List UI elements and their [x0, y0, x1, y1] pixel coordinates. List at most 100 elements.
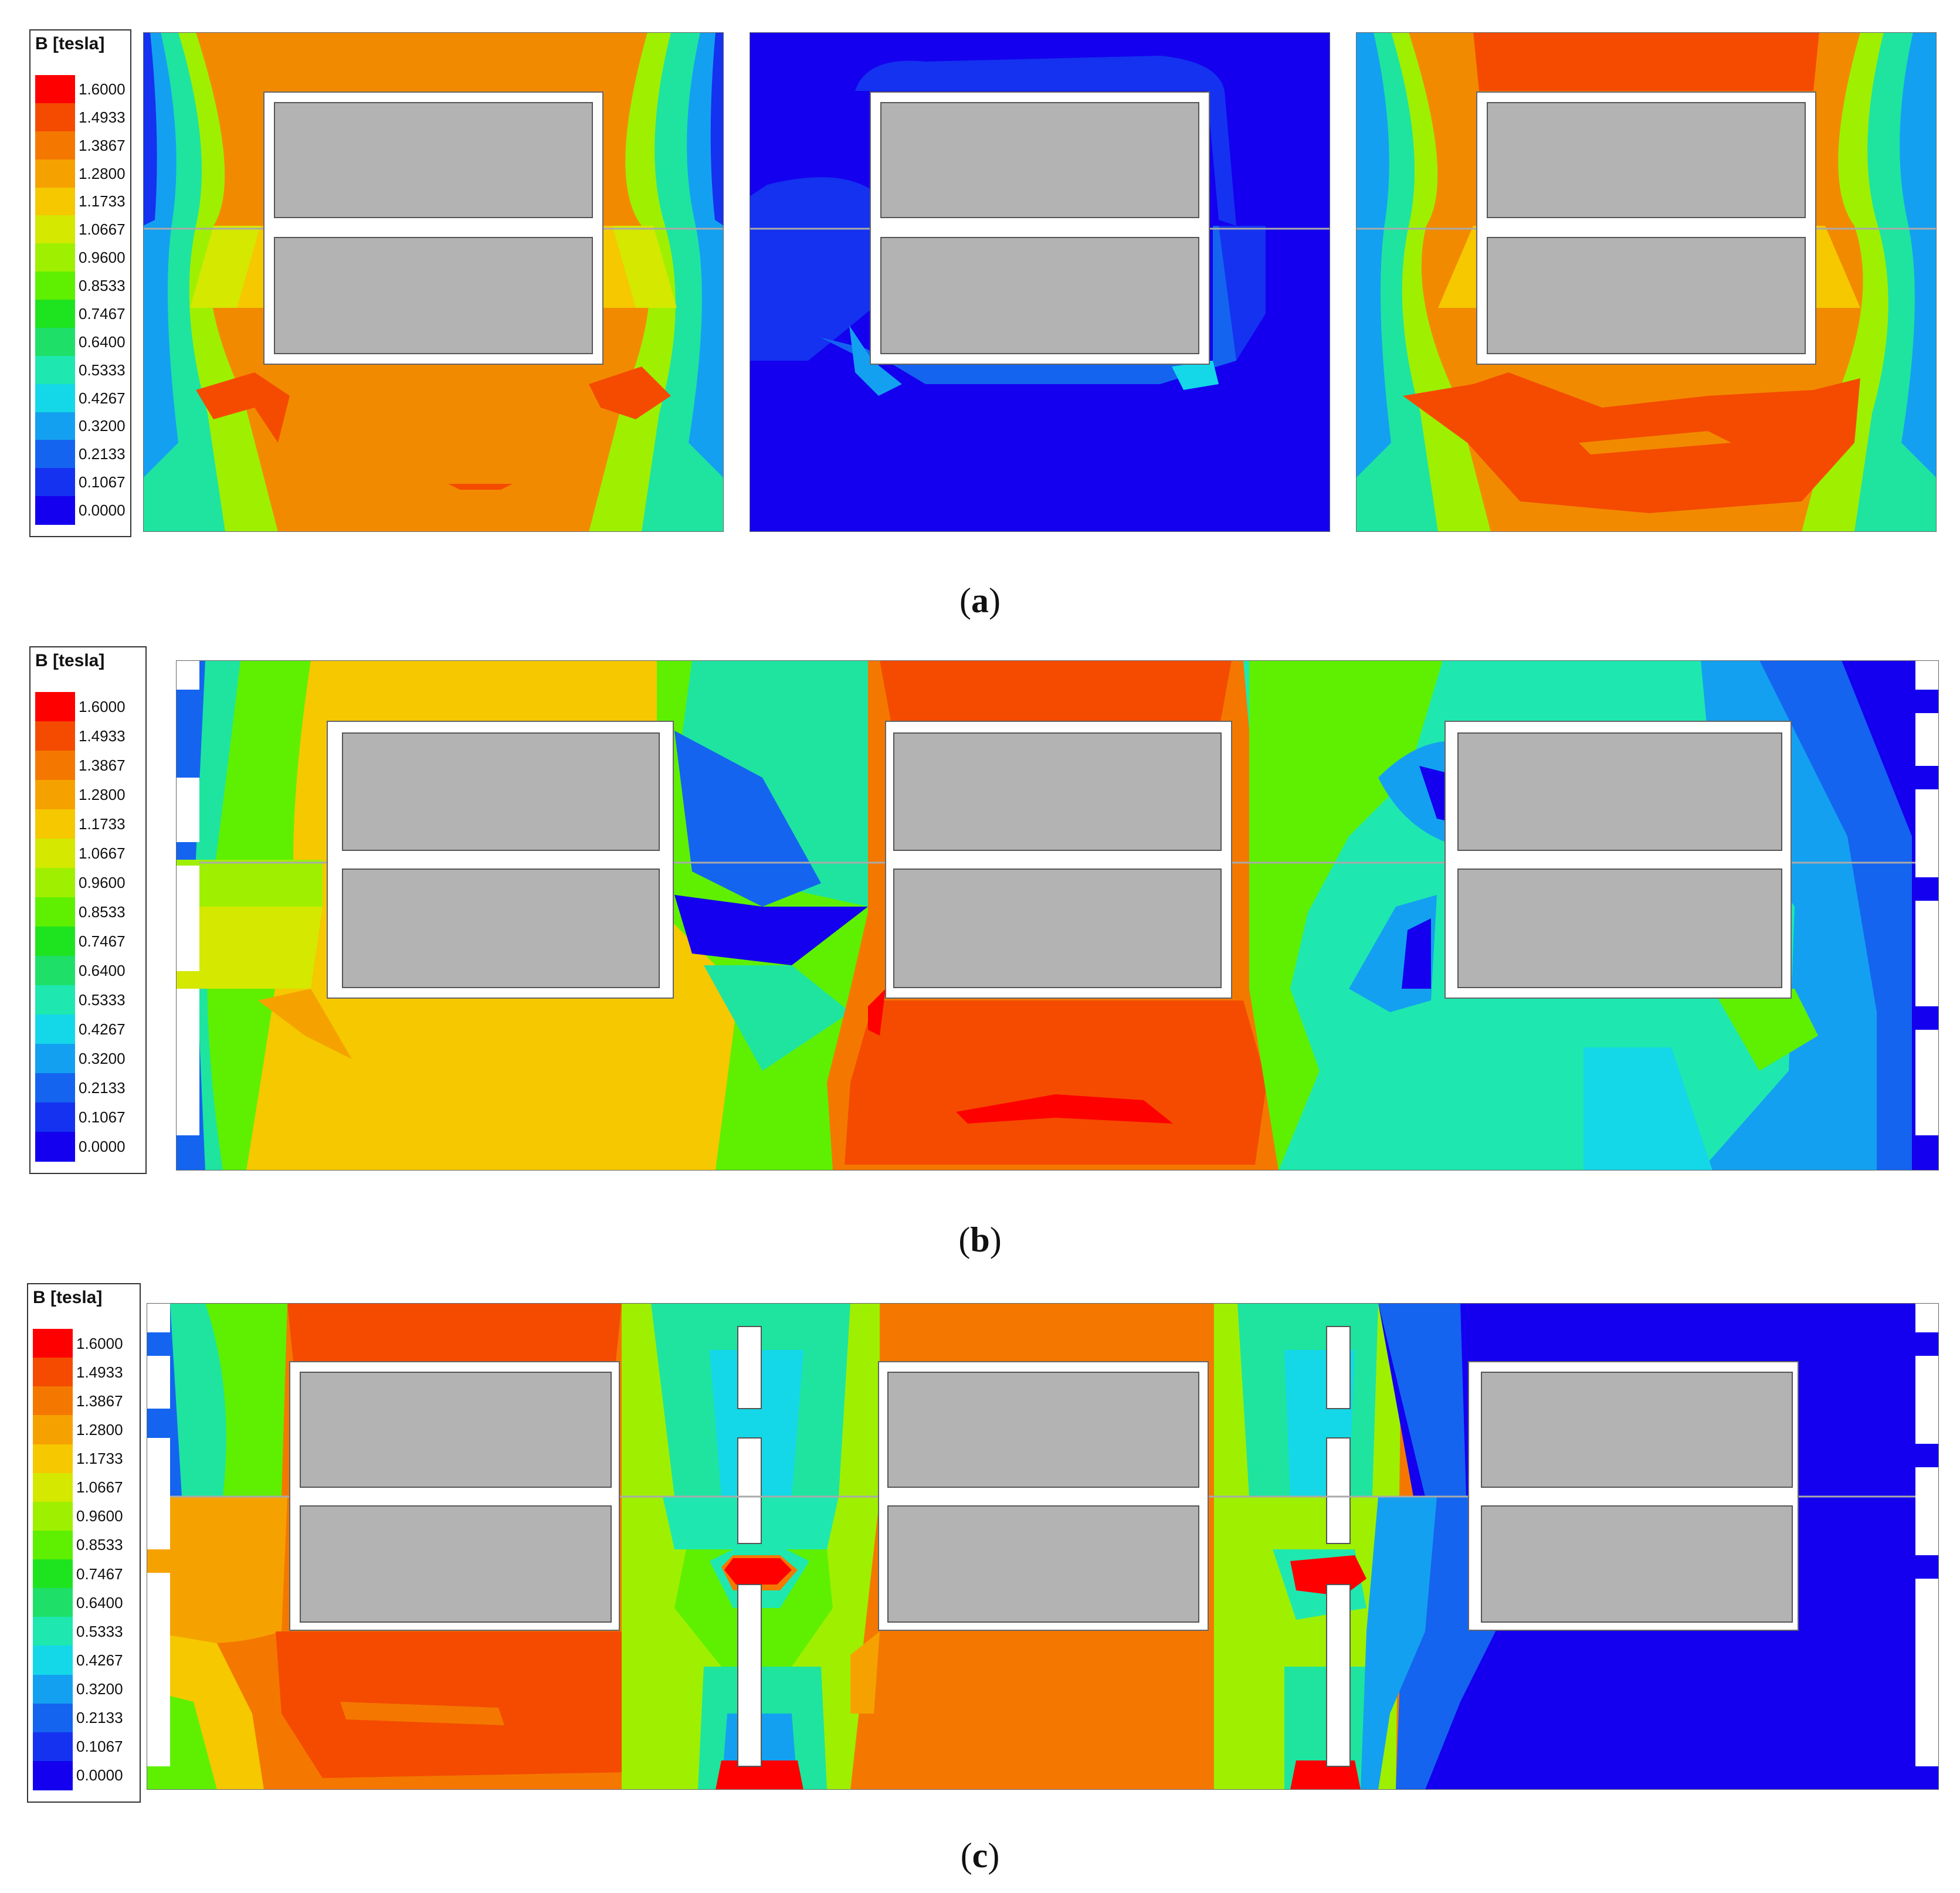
- legend-title: B [tesla]: [33, 1288, 103, 1307]
- legend-swatch: [35, 868, 75, 898]
- legend-tick-label: 0.6400: [79, 333, 126, 351]
- field-plot-b: [176, 660, 1939, 1171]
- legend-tick-label: 0.9600: [79, 874, 126, 891]
- legend-swatch: [35, 809, 75, 839]
- legend-swatch: [35, 355, 75, 385]
- panel-a: B [tesla] 1.6000 1.4933 1.3867 1.2800 1.1733…: [0, 0, 1960, 639]
- legend-tick-label: 1.2800: [79, 164, 126, 182]
- legend-swatch: [33, 1559, 73, 1589]
- legend-swatch: [35, 1073, 75, 1103]
- legend-swatch: [33, 1444, 73, 1474]
- legend-tick-label: 1.0667: [79, 844, 126, 862]
- legend-tick-label: 0.3200: [79, 417, 126, 435]
- legend-tick-label: 0.3200: [76, 1680, 123, 1698]
- legend-tick-label: 1.3867: [79, 136, 126, 154]
- legend-tick-label: 1.6000: [79, 80, 126, 98]
- legend-tick-label: 1.0667: [79, 220, 126, 239]
- legend-tick-label: 0.0000: [79, 501, 126, 520]
- legend-swatch: [35, 1102, 75, 1132]
- legend-swatch: [35, 131, 75, 160]
- legend-swatch: [35, 159, 75, 188]
- legend-tick-label: 0.4267: [79, 389, 126, 407]
- legend-tick-label: 1.1733: [79, 815, 126, 833]
- legend-swatch: [35, 1132, 75, 1162]
- legend-swatch: [33, 1732, 73, 1762]
- legend-swatch: [35, 985, 75, 1015]
- legend-tick-label: 0.9600: [79, 249, 126, 267]
- legend-swatch: [35, 897, 75, 927]
- legend-tick-label: 0.1067: [79, 473, 126, 491]
- legend-swatch: [35, 468, 75, 497]
- legend-swatch: [33, 1415, 73, 1444]
- legend-swatch: [35, 272, 75, 300]
- legend-swatch: [33, 1501, 73, 1531]
- legend-tick-label: 0.9600: [76, 1507, 123, 1525]
- field-plot-a1: [143, 32, 724, 532]
- legend-tick-label: 1.2800: [76, 1420, 123, 1439]
- legend-swatch: [35, 103, 75, 132]
- legend-swatch: [33, 1703, 73, 1733]
- legend-tick-label: 0.8533: [76, 1536, 123, 1554]
- legend-tick-label: 1.6000: [79, 698, 126, 715]
- legend-swatch: [33, 1674, 73, 1704]
- legend-swatch: [35, 1015, 75, 1044]
- caption-c-letter: c: [972, 1836, 988, 1875]
- legend-title: B [tesla]: [35, 34, 105, 53]
- legend-swatch: [35, 721, 75, 751]
- legend-tick-label: 0.7467: [79, 932, 126, 950]
- legend-swatch: [35, 956, 75, 986]
- caption-a-letter: a: [971, 581, 989, 620]
- legend-swatch: [33, 1617, 73, 1646]
- caption-c: (c): [960, 1836, 1000, 1875]
- legend-tick-label: 0.6400: [79, 962, 126, 979]
- legend-swatch: [35, 300, 75, 328]
- legend-swatch: [35, 839, 75, 869]
- legend-swatch: [35, 243, 75, 272]
- legend-swatch: [35, 384, 75, 412]
- legend-tick-label: 0.1067: [76, 1738, 123, 1756]
- legend-swatch: [33, 1386, 73, 1416]
- legend-tick-label: 0.8533: [79, 277, 126, 295]
- legend-swatch: [33, 1329, 73, 1358]
- legend-c: B [tesla] 1.6000 1.4933 1.3867 1.2800 1.1733…: [27, 1283, 141, 1803]
- legend-tick-label: 0.3200: [79, 1050, 126, 1067]
- legend-tick-label: 1.0667: [76, 1478, 123, 1497]
- legend-swatch: [35, 927, 75, 956]
- legend-swatch: [33, 1588, 73, 1617]
- legend-swatch: [33, 1358, 73, 1387]
- legend-tick-label: 1.3867: [79, 756, 126, 774]
- legend-tick-label: 0.0000: [76, 1766, 123, 1785]
- legend-tick-label: 0.8533: [79, 903, 126, 921]
- field-plot-c: [147, 1303, 1939, 1790]
- legend-tick-label: 1.1733: [79, 192, 126, 211]
- legend-swatch: [33, 1530, 73, 1560]
- legend-tick-label: 0.4267: [76, 1651, 123, 1669]
- legend-tick-label: 0.7467: [76, 1565, 123, 1583]
- legend-tick-label: 0.2133: [79, 1079, 126, 1097]
- legend-tick-label: 0.5333: [79, 361, 126, 379]
- legend-swatch: [35, 780, 75, 810]
- field-plot-a3: [1356, 32, 1937, 532]
- legend-tick-label: 0.2133: [76, 1709, 123, 1727]
- legend-tick-label: 1.4933: [79, 108, 126, 126]
- legend-tick-label: 1.2800: [79, 786, 126, 803]
- legend-title: B [tesla]: [35, 651, 105, 670]
- legend-b: B [tesla] 1.6000 1.4933 1.3867 1.2800 1.1733…: [29, 646, 147, 1174]
- legend-swatch: [33, 1473, 73, 1502]
- legend-swatch: [35, 412, 75, 440]
- legend-tick-label: 1.6000: [76, 1334, 123, 1352]
- panel-b: B [tesla] 1.6000 1.4933 1.3867 1.2800 1.1733…: [0, 639, 1960, 1278]
- legend-tick-label: 0.1067: [79, 1108, 126, 1126]
- legend-tick-label: 1.4933: [79, 727, 126, 745]
- legend-tick-label: 1.3867: [76, 1392, 123, 1410]
- legend-swatch: [35, 215, 75, 244]
- caption-a: (a): [959, 581, 1001, 620]
- legend-tick-label: 0.2133: [79, 445, 126, 463]
- legend-tick-label: 1.4933: [76, 1363, 123, 1381]
- legend-colorbar: [35, 692, 75, 1162]
- legend-tick-label: 0.5333: [76, 1622, 123, 1640]
- legend-tick-label: 0.7467: [79, 304, 126, 323]
- legend-a: B [tesla] 1.6000 1.4933 1.3867 1.2800 1.1733…: [29, 29, 131, 537]
- legend-colorbar: [35, 75, 75, 525]
- legend-colorbar: [33, 1329, 73, 1790]
